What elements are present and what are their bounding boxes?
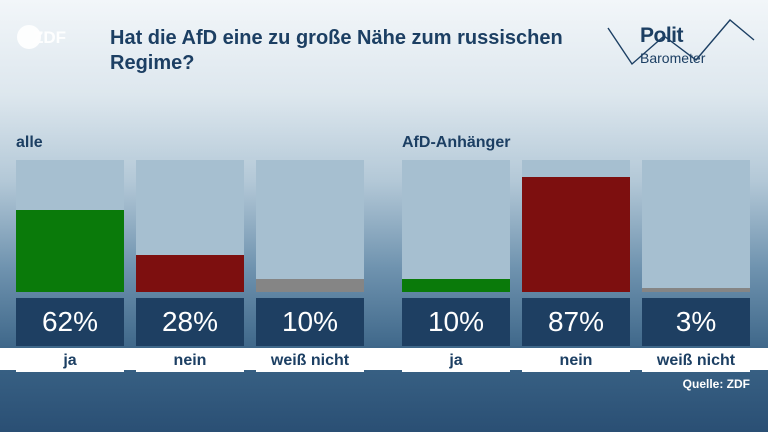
value-label: 3% — [642, 298, 750, 346]
category-label: ja — [16, 350, 124, 372]
bar — [402, 278, 510, 292]
bar-track — [522, 160, 630, 292]
category-label: weiß nicht — [256, 350, 364, 372]
category-label: nein — [136, 350, 244, 372]
bar — [522, 177, 630, 292]
logo-text: ZDF — [33, 28, 66, 47]
bar — [16, 210, 124, 292]
category-label: weiß nicht — [642, 350, 750, 372]
source-note: Quelle: ZDF — [682, 377, 750, 391]
bar — [136, 255, 244, 292]
value-label: 10% — [402, 298, 510, 346]
bar — [256, 278, 364, 292]
bar-column: 62% ja — [16, 160, 124, 372]
bar-track — [402, 160, 510, 292]
category-label: nein — [522, 350, 630, 372]
bar-column: 10% weiß nicht — [256, 160, 364, 372]
value-label: 28% — [136, 298, 244, 346]
bar-column: 28% nein — [136, 160, 244, 372]
bar-track — [136, 160, 244, 292]
group-label-afd: AfD-Anhänger — [402, 134, 511, 151]
bar-column: 3% weiß nicht — [642, 160, 750, 372]
bar — [642, 288, 750, 292]
value-label: 62% — [16, 298, 124, 346]
value-label: 10% — [256, 298, 364, 346]
bar-column: 87% nein — [522, 160, 630, 372]
category-label: ja — [402, 350, 510, 372]
chart-title: Hat die AfD eine zu große Nähe zum russi… — [110, 27, 563, 74]
group-label-alle: alle — [16, 134, 43, 151]
bar-track — [256, 160, 364, 292]
bar-column: 10% ja — [402, 160, 510, 372]
bar-track — [642, 160, 750, 292]
brand-line-1: Polit — [640, 24, 684, 47]
brand-line-2: Barometer — [640, 50, 706, 66]
politbarometer-logo: Polit Barometer — [604, 14, 756, 76]
value-label: 87% — [522, 298, 630, 346]
bar-track — [16, 160, 124, 292]
zdf-logo: ZDF — [16, 24, 80, 50]
